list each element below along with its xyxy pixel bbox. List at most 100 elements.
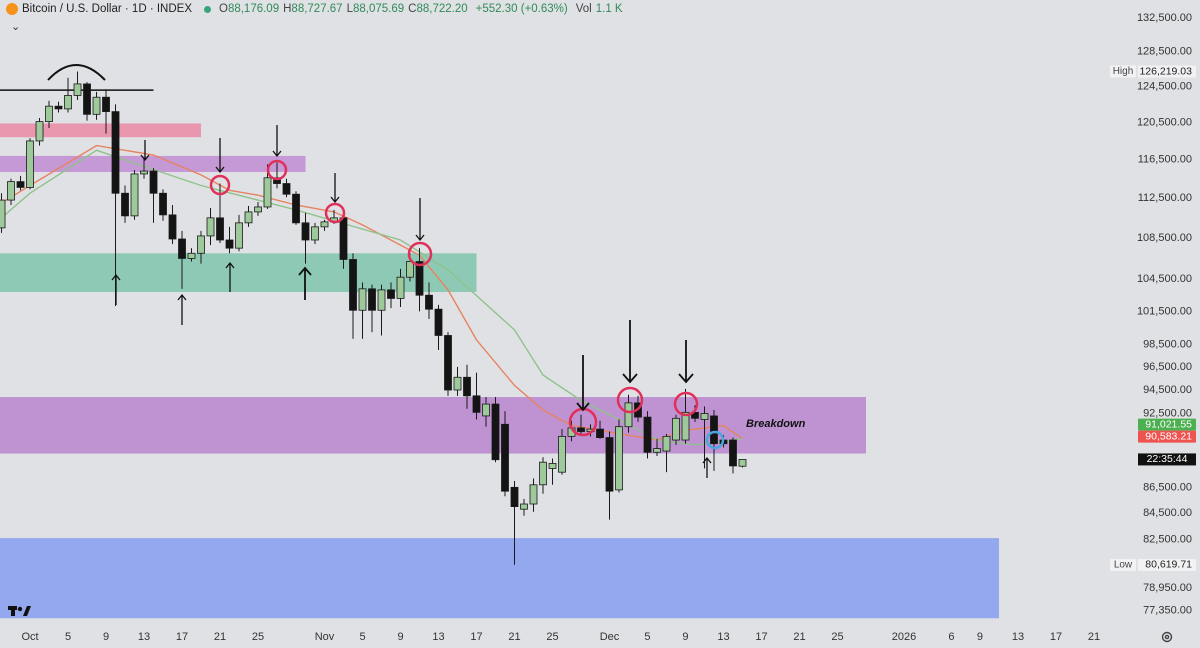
ohlc-key: L [346,3,353,15]
candle-body [691,411,699,419]
candle-body [615,426,623,491]
candle-body [577,427,585,432]
candle-body [111,111,120,194]
x-tick-label: 21 [793,631,805,643]
candle-body [510,486,519,507]
gear[interactable] [1161,631,1173,643]
candle-body [149,170,158,194]
zone [0,123,202,138]
logo-part [23,606,31,616]
arrow-down [140,140,150,162]
candle-body [643,416,652,453]
volume: 1.1 K [595,3,623,15]
y-tick-label: 132,500.00 [1137,12,1192,24]
candle-body [83,83,91,115]
zone [0,155,306,173]
price-tag [1138,65,1196,78]
arrow-up [702,456,712,478]
candle-body [444,335,452,391]
change: +552.30 (+0.63%) [475,3,568,15]
x-tick-label: 17 [1050,631,1062,643]
volume-label: Vol [575,3,592,15]
x-tick-label: Dec [600,631,620,643]
x-tick-label: 9 [682,631,688,643]
x-tick-label: 5 [359,631,365,643]
y-tick-label: 78,950.00 [1143,582,1192,594]
candle-body [168,214,177,240]
circle [616,386,644,414]
y-tick-label: 98,500.00 [1143,338,1192,350]
status-dot [203,5,211,13]
candle-body [396,276,405,299]
x-tick-label: 21 [214,631,226,643]
circle [407,241,433,267]
x-tick-label: Oct [21,631,38,643]
marks [0,71,747,565]
zone [0,538,999,619]
circle [705,430,725,450]
candle-body [520,503,528,510]
arrow-down [678,340,694,384]
logo-part [11,606,15,616]
candle-body [377,289,386,311]
gear-center[interactable] [1164,634,1170,640]
y-tick-label: 124,500.00 [1137,80,1192,92]
x-tick-label: 21 [1088,631,1100,643]
candle-body [710,415,718,445]
arrow-down [215,138,225,174]
y-tick-label: 116,500.00 [1138,154,1192,166]
candle-body [529,484,538,505]
arrow-up [225,261,235,292]
candle-body [491,403,500,461]
price-tag-key: High [1113,66,1134,77]
candle-body [472,395,481,413]
candle-body [102,96,110,113]
candle-body [700,413,709,420]
symbol-icon [6,3,18,15]
y-tick-label: 94,500.00 [1143,384,1192,396]
collapse-chevron[interactable]: ⌄ [11,21,21,33]
zones [0,89,999,619]
y-tick-label: 77,350.00 [1143,604,1192,616]
x-tick-label: 25 [252,631,264,643]
ohlc-key: C [408,3,417,15]
candle-body [453,376,462,391]
symbol-title[interactable]: Bitcoin / U.S. Dollar · 1D · INDEX [22,3,192,15]
price-tag-value: 91,021.55 [1145,418,1192,430]
candle-body [605,437,614,492]
candle-body [216,217,224,241]
settings-icon[interactable] [1161,631,1173,643]
candle-body [463,376,471,397]
x-tick-label: 5 [65,631,71,643]
candle-body [282,183,291,195]
arrow-down [576,355,590,412]
header: Bitcoin / U.S. Dollar · 1D · INDEX O88,1… [6,3,627,15]
candle-body [672,417,680,441]
price-tag-key: Low [1114,559,1133,570]
y-tick-label: 128,500.00 [1137,46,1192,58]
ohlc-value: 88,727.67 [291,3,343,15]
x-tick-label: 17 [176,631,188,643]
candle-body [387,289,395,299]
ohlc: O88,176.09 H88,727.67 L88,075.69 C88,722.20 [219,3,472,15]
price-tag-value: 80,619.71 [1145,559,1192,571]
arrow-down [415,198,425,242]
y-tick-label: 112,500.00 [1138,192,1192,204]
x-tick-label: 13 [1012,631,1024,643]
candle-body [64,95,72,110]
candle-body [425,294,433,310]
candle-body [130,173,139,217]
price-tag [1138,430,1196,443]
candle-body [539,461,547,486]
candle-body [225,239,234,249]
ohlc-key: O [218,3,228,15]
candle-body [7,181,15,201]
y-tick-label: 120,500.00 [1137,116,1192,128]
x-tick-label: 5 [644,631,650,643]
axes: Oct 5 9 13 17 21 25 Nov 5 9 13 17 21 25 Dec 5 9 13 17 21 25 2… [21,12,1196,643]
candle-body [368,288,376,311]
x-tick-label: Nov [315,631,335,643]
ohlc-key: H [283,3,292,15]
